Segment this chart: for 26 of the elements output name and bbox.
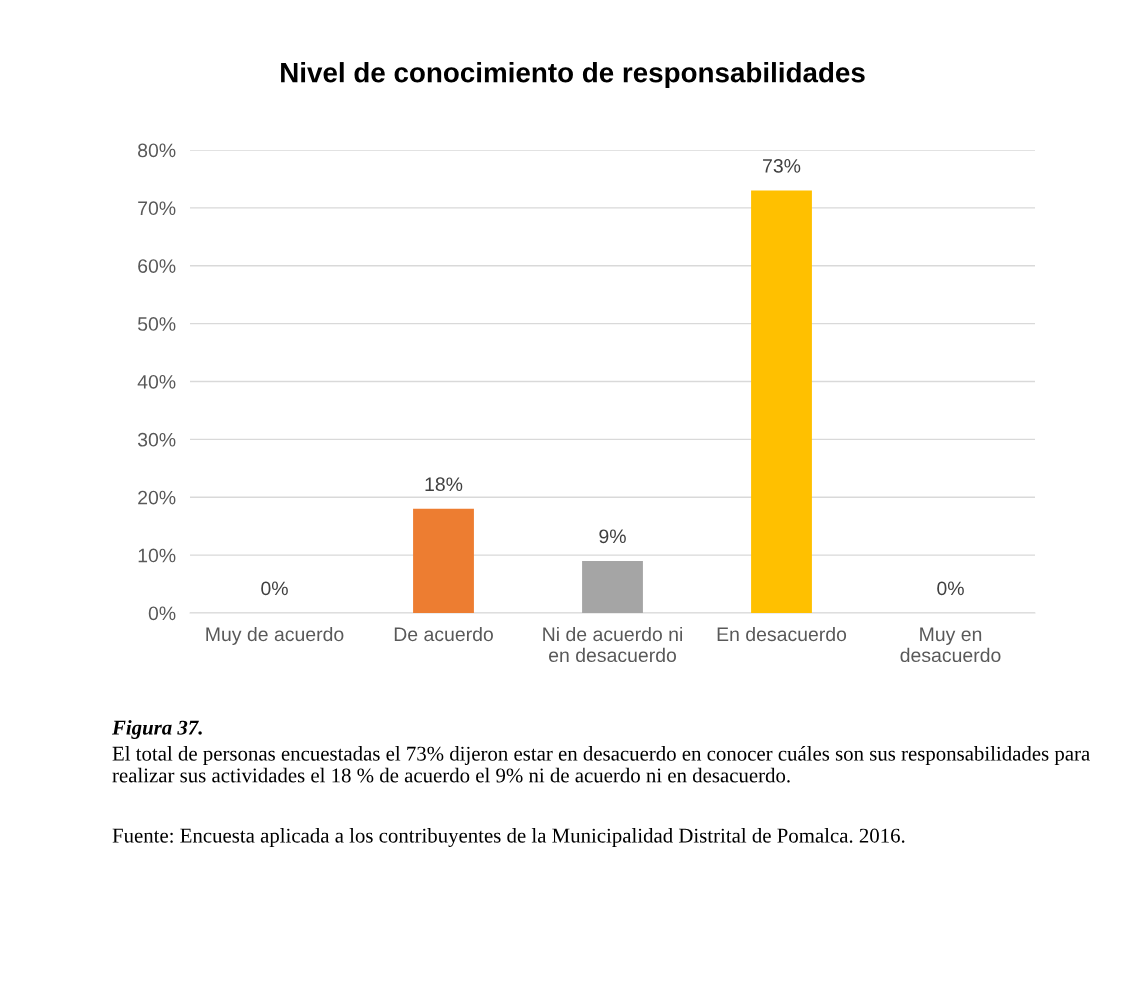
data-label: 0% — [937, 581, 964, 596]
bar — [751, 190, 812, 613]
x-tick-label: Muy de acuerdo — [206, 626, 344, 646]
y-tick-label: 80% — [138, 143, 176, 158]
y-tick-label: 50% — [137, 317, 176, 331]
y-tick-label: 30% — [137, 432, 176, 447]
x-tick-label: Ni de acuerdo ni en desacuerdo — [543, 626, 682, 663]
text: Figura 37. — [111, 720, 202, 739]
x-tick-label: En desacuerdo — [717, 626, 847, 642]
y-tick-label: 20% — [138, 490, 176, 505]
data-label: 18% — [425, 477, 463, 492]
y-tick-label: 60% — [138, 259, 176, 273]
chart-title: Nivel de conocimiento de responsabilidades — [281, 62, 865, 88]
y-tick-label: 40% — [137, 374, 176, 389]
source-note: Fuente: Encuesta aplicada a los contribuyentes de la Municipalidad Distrital de Pomalca. 2016. — [112, 828, 905, 847]
x-tick-label: Muy en desacuerdo — [900, 627, 1001, 663]
data-label: 0% — [261, 581, 288, 596]
y-tick-label: 10% — [138, 548, 176, 563]
data-label: 73% — [763, 159, 801, 173]
x-tick-label: De acuerdo — [394, 626, 493, 642]
bar — [413, 508, 474, 613]
text: El total de personas encuestadas el 73% dijeron estar en desacuerdo en conocer cuáles son sus responsabilidades para realizar sus actividades el 18 % de acuerdo el 9% ni de acuerdo ni en desacuerdo. — [112, 746, 1090, 783]
y-tick-label: 0% — [148, 606, 176, 621]
y-tick-label: 70% — [138, 201, 176, 216]
data-label: 9% — [599, 529, 626, 544]
bar — [582, 560, 643, 613]
